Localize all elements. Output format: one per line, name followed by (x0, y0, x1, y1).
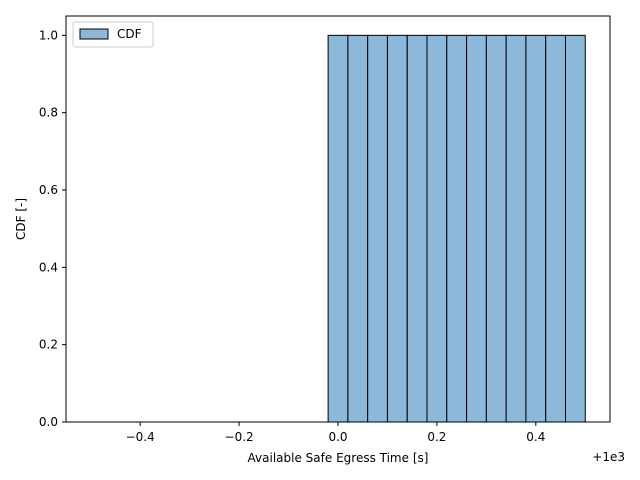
x-tick-label: 0.4 (526, 430, 545, 444)
histogram-bar (525, 34, 547, 423)
y-tick-label: 1.0 (39, 28, 58, 42)
x-axis-offset-label: +1e3 (592, 450, 625, 464)
histogram-bar (367, 34, 388, 423)
y-tick-label: 0.0 (39, 415, 58, 429)
legend-swatch-cdf (79, 28, 109, 40)
histogram-bar (545, 34, 566, 423)
y-tick-label: 0.4 (39, 260, 58, 274)
y-tick-label: 0.8 (39, 106, 58, 120)
y-axis-label: CDF [-] (14, 198, 28, 240)
x-tick-label: −0.4 (126, 430, 155, 444)
x-tick-label: 0.0 (328, 430, 347, 444)
histogram-bar (564, 34, 586, 423)
y-axis-ticks: 0.0 0.2 0.4 0.6 0.8 1.0 (39, 28, 66, 429)
histogram-bar (386, 34, 408, 423)
histogram-bar (327, 34, 349, 423)
histogram-bar (347, 34, 369, 423)
legend-box (72, 21, 154, 48)
y-tick-label: 0.6 (39, 183, 58, 197)
legend: CDF (72, 21, 154, 48)
x-tick-label: 0.2 (427, 430, 446, 444)
histogram-bar (446, 34, 468, 423)
histogram-bar (505, 34, 527, 423)
histogram-bars (90, 34, 586, 423)
y-tick-label: 0.2 (39, 338, 58, 352)
x-tick-label: −0.2 (225, 430, 254, 444)
histogram-bar (406, 34, 428, 423)
histogram-bar (466, 34, 487, 423)
x-axis-label: Available Safe Egress Time [s] (248, 451, 429, 465)
histogram-bar (485, 34, 507, 423)
legend-label-cdf: CDF (117, 27, 142, 41)
x-axis-ticks: −0.4 −0.2 0.0 0.2 0.4 (126, 422, 545, 444)
histogram-bar (426, 34, 448, 423)
